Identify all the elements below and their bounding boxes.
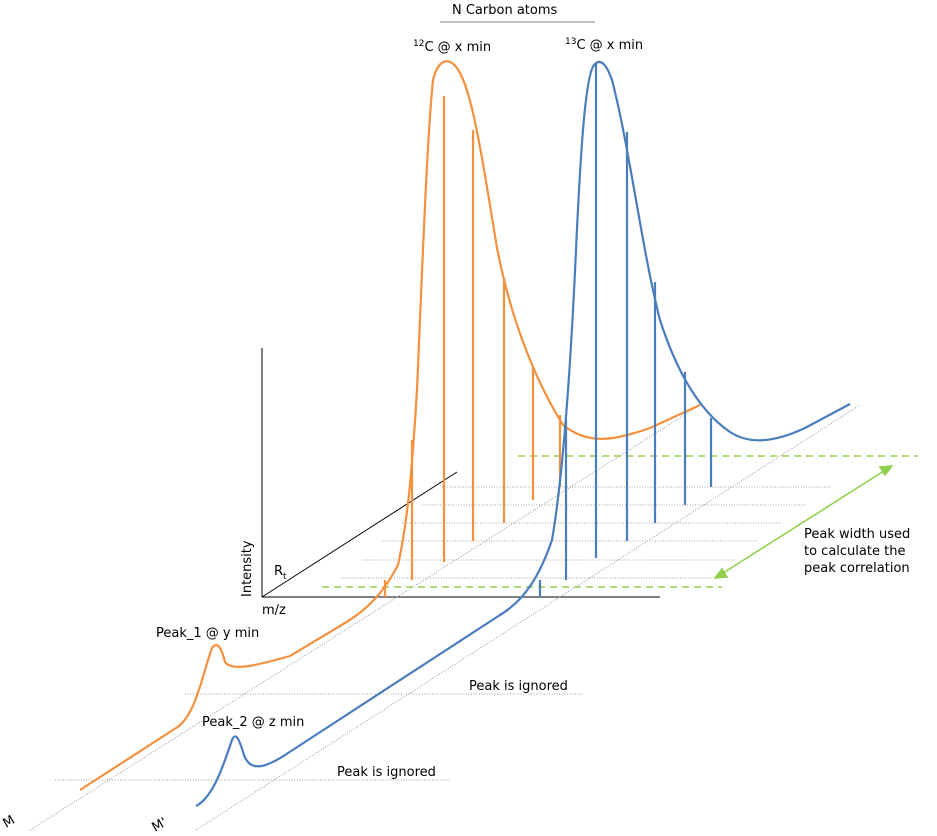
c13-label: C @ x min — [576, 38, 643, 53]
axes — [261, 348, 660, 598]
peak-width-note-line2: to calculate the — [804, 544, 905, 559]
mz-axis-label: m/z — [262, 603, 286, 618]
c12-trace — [79, 60, 701, 791]
c13-trace — [195, 60, 851, 807]
peak-ignored-note-2: Peak is ignored — [337, 765, 436, 780]
peak-width-arrow-shaft — [719, 468, 888, 576]
peak-width-note-line1: Peak width used — [804, 527, 910, 542]
trace-baseline-m-prime — [195, 404, 861, 831]
header-title: N Carbon atoms — [452, 3, 558, 18]
peak-width-arrowhead-bottom — [713, 567, 729, 579]
peak-ignored-note-1: Peak is ignored — [469, 679, 568, 694]
svg-text:12C @ x min: 12C @ x min — [413, 39, 491, 55]
trace-m-label: M — [1, 813, 18, 832]
peak2-label: Peak_2 @ z min — [202, 715, 304, 730]
rt-axis-label: R — [274, 564, 283, 579]
svg-text:13C @ x min: 13C @ x min — [565, 37, 643, 53]
c12-label-sup: 12 — [413, 39, 424, 49]
svg-text:Rt: Rt — [274, 564, 287, 582]
rt-axis-subscript: t — [283, 572, 287, 582]
c13-label-sup: 13 — [565, 37, 576, 47]
peak-width-bounds — [322, 455, 918, 588]
peak1-label: Peak_1 @ y min — [156, 626, 259, 641]
c12-label: C @ x min — [424, 40, 491, 55]
rt-axis — [261, 471, 458, 598]
trace-m-prime-label: M' — [150, 815, 170, 835]
peak-width-arrow — [713, 465, 894, 579]
peak-width-arrowhead-top — [878, 465, 894, 477]
c13-curve — [195, 60, 851, 807]
intensity-axis-label: Intensity — [240, 540, 255, 597]
peak-width-note-line3: peak correlation — [804, 561, 910, 576]
c12-curve — [79, 60, 701, 791]
trace-baseline-m — [29, 404, 701, 831]
